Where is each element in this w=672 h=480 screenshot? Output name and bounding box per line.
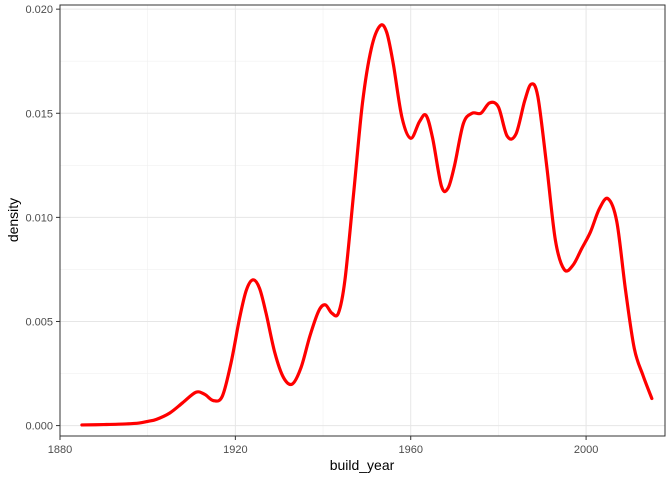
- y-axis-title: density: [5, 198, 21, 242]
- minor-grid: [60, 5, 665, 436]
- y-tick-label: 0.005: [25, 316, 53, 328]
- y-tick-label: 0.020: [25, 4, 53, 16]
- density-curve: [80, 23, 654, 427]
- x-tick-label: 2000: [574, 444, 598, 456]
- y-tick-label: 0.015: [25, 108, 53, 120]
- plot-background: [60, 5, 665, 436]
- x-tick-label: 1920: [223, 444, 247, 456]
- x-axis-title: build_year: [330, 457, 395, 473]
- y-tick-label: 0.010: [25, 212, 53, 224]
- major-grid: [59, 5, 665, 436]
- y-axis: 0.000 0.005 0.010 0.015 0.020: [25, 4, 60, 433]
- x-tick-label: 1880: [48, 444, 72, 456]
- y-tick-label: 0.000: [25, 421, 53, 433]
- x-axis: 1880 1920 1960 2000: [48, 436, 598, 456]
- x-tick-label: 1960: [398, 444, 422, 456]
- panel-border: [59, 4, 666, 437]
